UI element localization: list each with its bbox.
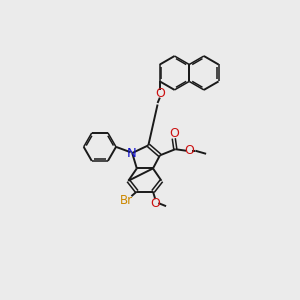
Text: O: O [169,127,179,140]
Text: O: O [155,87,165,100]
Text: O: O [150,196,160,210]
Text: Br: Br [119,194,133,207]
Text: O: O [184,144,194,157]
Text: N: N [127,146,136,160]
